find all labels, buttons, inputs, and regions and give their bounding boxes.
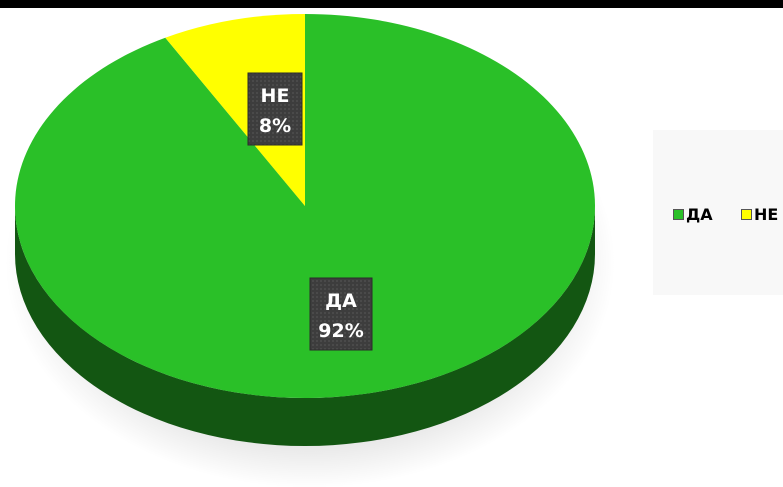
data-label-да: ДА 92%	[309, 277, 373, 351]
slice-не	[165, 14, 305, 206]
data-label-box	[247, 72, 303, 146]
legend-swatch	[673, 209, 684, 220]
data-label-value: 92%	[318, 320, 363, 342]
top-border	[0, 0, 783, 8]
legend-item-да: ДА	[673, 205, 713, 224]
legend-label: НЕ	[754, 205, 779, 224]
data-label-value: 8%	[259, 115, 291, 137]
pie-chart: ДА 92% НЕ 8%	[5, 14, 615, 487]
slice-да-side	[15, 206, 595, 446]
legend-swatch	[741, 209, 752, 220]
data-label-category: НЕ	[261, 85, 290, 107]
legend-label: ДА	[686, 205, 713, 224]
data-label-box	[309, 277, 373, 351]
slice-да	[14, 14, 596, 398]
legend-item-не: НЕ	[741, 205, 778, 224]
data-label-не: НЕ 8%	[247, 72, 303, 146]
data-label-category: ДА	[325, 290, 357, 312]
